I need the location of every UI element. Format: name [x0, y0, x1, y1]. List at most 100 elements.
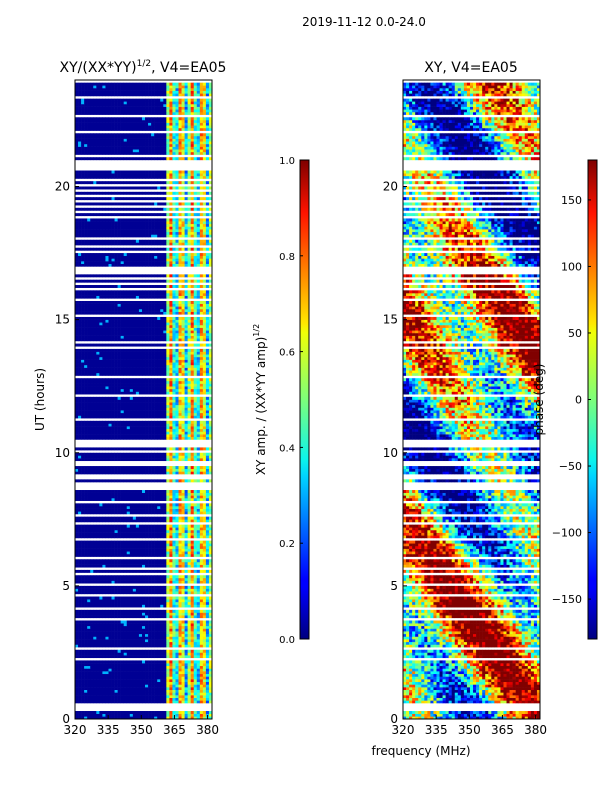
heatmap-cell [199, 636, 204, 640]
heatmap-cell [208, 684, 213, 688]
heatmap-cell [132, 569, 137, 573]
heatmap-cell [132, 527, 137, 531]
heatmap-cell [175, 506, 179, 509]
heatmap-cell [148, 577, 152, 581]
heatmap-cell [148, 564, 152, 568]
heatmap-cell [163, 591, 167, 595]
heatmap-cell [166, 639, 170, 643]
heatmap-cell [81, 609, 85, 613]
heatmap-cell [105, 370, 109, 374]
heatmap-cell [87, 540, 91, 544]
heatmap-cell [169, 711, 173, 714]
heatmap-cell [129, 684, 134, 688]
heatmap-cell [202, 639, 207, 643]
heatmap-cell [138, 378, 143, 382]
heatmap-cell [205, 540, 210, 544]
heatmap-cell [87, 588, 91, 592]
heatmap-cell [120, 452, 125, 456]
heatmap-cell [157, 623, 161, 627]
heatmap-cell [117, 695, 121, 698]
heatmap-cell [75, 466, 79, 470]
heatmap-cell [123, 490, 128, 493]
heatmap-cell [148, 399, 152, 403]
heatmap-cell [190, 498, 195, 501]
heatmap-cell [96, 367, 100, 371]
heatmap-cell [84, 625, 88, 629]
heatmap-cell [135, 492, 140, 496]
heatmap-cell [205, 591, 210, 595]
heatmap-cell [78, 466, 82, 470]
heatmap-cell [123, 527, 128, 531]
heatmap-cell [108, 711, 112, 714]
heatmap-cell [78, 370, 82, 374]
heatmap-cell [178, 692, 182, 696]
heatmap-cell [199, 596, 204, 600]
heatmap-cell [99, 506, 103, 509]
heatmap-cell [160, 601, 164, 605]
heatmap-cell [81, 553, 85, 557]
heatmap-cell [99, 585, 103, 589]
heatmap-cell [102, 633, 106, 637]
heatmap-cell [138, 503, 143, 507]
heatmap-cell [175, 383, 179, 387]
heatmap-cell [90, 351, 94, 355]
heatmap-cell [84, 652, 88, 656]
heatmap-cell [126, 692, 131, 696]
heatmap-cell [199, 535, 204, 539]
heatmap-cell [141, 644, 146, 648]
heatmap-cell [135, 545, 140, 549]
heatmap-cell [108, 423, 112, 427]
heatmap-cell [175, 628, 179, 632]
heatmap-cell [90, 580, 94, 584]
heatmap-cell [208, 498, 213, 501]
heatmap-cell [99, 596, 103, 600]
heatmap-cell [111, 716, 115, 720]
heatmap-cell [126, 612, 131, 616]
heatmap-cell [178, 511, 182, 515]
heatmap-cell [105, 524, 109, 528]
heatmap-cell [184, 548, 188, 552]
heatmap-cell [166, 471, 170, 475]
heatmap-cell [87, 479, 91, 483]
heatmap-cell [141, 426, 146, 430]
heatmap-cell [117, 655, 121, 659]
heatmap-cell [99, 591, 103, 595]
heatmap-cell [108, 436, 112, 440]
heatmap-cell [199, 660, 204, 664]
heatmap-cell [196, 684, 201, 688]
heatmap-cell [163, 599, 167, 603]
heatmap-cell [157, 575, 161, 579]
heatmap-cell [145, 338, 149, 342]
heatmap-cell [93, 492, 97, 496]
heatmap-cell [90, 660, 94, 664]
heatmap-cell [114, 402, 118, 406]
heatmap-cell [141, 511, 146, 515]
heatmap-cell [75, 370, 79, 374]
heatmap-cell [154, 665, 158, 669]
heatmap-cell [193, 713, 198, 717]
heatmap-cell [96, 364, 100, 368]
heatmap-cell [196, 644, 201, 648]
heatmap-cell [81, 479, 85, 483]
heatmap-cell [148, 479, 152, 483]
heatmap-cell [199, 588, 204, 592]
heatmap-cell [123, 407, 128, 411]
heatmap-cell [114, 655, 118, 659]
heatmap-cell [172, 692, 176, 696]
heatmap-cell [87, 585, 91, 589]
heatmap-cell [123, 681, 128, 685]
heatmap-cell [90, 689, 94, 693]
heatmap-cell [208, 391, 213, 395]
heatmap-cell [135, 599, 140, 603]
heatmap-cell [178, 649, 182, 653]
heatmap-cell [99, 431, 103, 435]
heatmap-cell [126, 665, 131, 669]
heatmap-cell [84, 436, 88, 440]
heatmap-cell [120, 575, 125, 579]
heatmap-cell [169, 692, 173, 696]
heatmap-cell [123, 668, 128, 672]
heatmap-cell [172, 354, 176, 358]
heatmap-cell [193, 585, 198, 589]
heatmap-cell [105, 402, 109, 406]
heatmap-cell [196, 372, 201, 376]
